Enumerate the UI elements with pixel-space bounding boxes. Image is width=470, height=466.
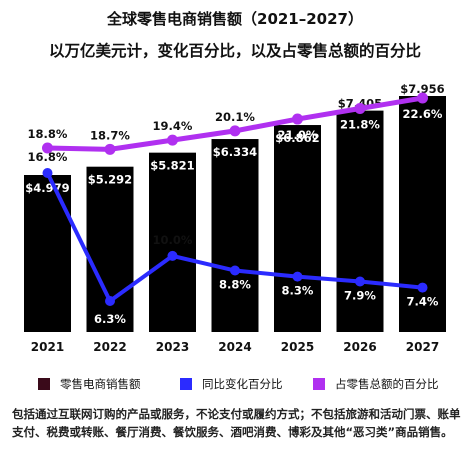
yoy-label-2022: 6.3%: [94, 312, 126, 326]
legend-swatch-yoy: [180, 378, 192, 390]
footnote: 包括通过互联网订购的产品或服务，不论支付或履约方式；不包括旅游和活动门票、账单支…: [12, 407, 461, 439]
bar-2023: [149, 152, 196, 332]
share-point-2025: [292, 113, 303, 125]
share-label-2025: 21.0%: [278, 128, 318, 142]
chart-plot: $4.979$5.292$5.821$6.334$6.862$7.405$7.9…: [24, 82, 446, 354]
chart-title: 全球零售电商销售额（2021–2027）: [107, 10, 363, 28]
x-tick-label-2026: 2026: [343, 340, 376, 354]
share-point-2027: [417, 92, 428, 104]
legend-label-yoy: 同比变化百分比: [202, 377, 283, 391]
yoy-label-2021: 16.8%: [28, 150, 68, 164]
yoy-point-2025: [292, 271, 303, 282]
legend-swatch-sales: [38, 378, 50, 390]
legend-item-sales: 零售电商销售额: [38, 376, 141, 392]
bar-2022: [86, 166, 134, 332]
share-label-2023: 19.4%: [153, 119, 193, 133]
x-tick-label-2023: 2023: [156, 340, 189, 354]
chart-legend: 零售电商销售额 同比变化百分比 占零售总额的百分比: [0, 376, 470, 394]
bar-label-2023: $5.821: [150, 159, 194, 173]
bar-label-2024: $6.334: [213, 145, 257, 159]
bar-2021: [24, 175, 71, 332]
share-label-2026: 21.8%: [340, 118, 380, 132]
x-tick-label-2024: 2024: [218, 340, 251, 354]
x-tick-label-2021: 2021: [31, 340, 64, 354]
yoy-point-2021: [42, 168, 53, 178]
share-point-2026: [354, 103, 366, 115]
share-label-2024: 20.1%: [215, 110, 255, 124]
yoy-label-2023: 10.0%: [153, 233, 193, 247]
yoy-point-2024: [230, 265, 240, 276]
x-tick-label-2022: 2022: [93, 340, 126, 354]
legend-swatch-share: [313, 378, 325, 390]
legend-item-yoy: 同比变化百分比: [180, 376, 283, 392]
yoy-label-2026: 7.9%: [344, 288, 376, 302]
share-point-2023: [167, 134, 178, 146]
bar-2025: [274, 125, 321, 332]
share-label-2021: 18.8%: [28, 127, 68, 141]
yoy-label-2025: 8.3%: [282, 284, 314, 298]
share-point-2021: [42, 142, 53, 154]
legend-label-share: 占零售总额的百分比: [335, 377, 439, 391]
yoy-label-2027: 7.4%: [407, 295, 439, 309]
chart-subtitle: 以万亿美元计，变化百分比，以及占零售总额的百分比: [48, 42, 421, 60]
yoy-label-2024: 8.8%: [219, 278, 251, 292]
bar-2026: [336, 110, 384, 332]
share-label-2027: 22.6%: [403, 107, 443, 121]
yoy-point-2022: [105, 296, 115, 306]
bar-2024: [211, 139, 259, 332]
bar-label-2022: $5.292: [88, 173, 132, 187]
x-tick-label-2027: 2027: [406, 340, 439, 354]
yoy-point-2027: [417, 282, 428, 293]
legend-label-sales: 零售电商销售额: [60, 377, 141, 391]
bar-label-2021: $4.979: [25, 181, 69, 195]
yoy-point-2023: [167, 250, 178, 261]
legend-item-share: 占零售总额的百分比: [313, 376, 439, 392]
bar-2027: [399, 96, 446, 332]
share-label-2022: 18.7%: [90, 128, 130, 142]
bar-label-2025: $6.862: [275, 131, 319, 145]
bar-label-2027: $7.956: [400, 82, 444, 96]
yoy-point-2026: [355, 276, 365, 287]
share-point-2022: [104, 143, 116, 155]
x-tick-label-2025: 2025: [281, 340, 314, 354]
share-point-2024: [229, 125, 241, 137]
